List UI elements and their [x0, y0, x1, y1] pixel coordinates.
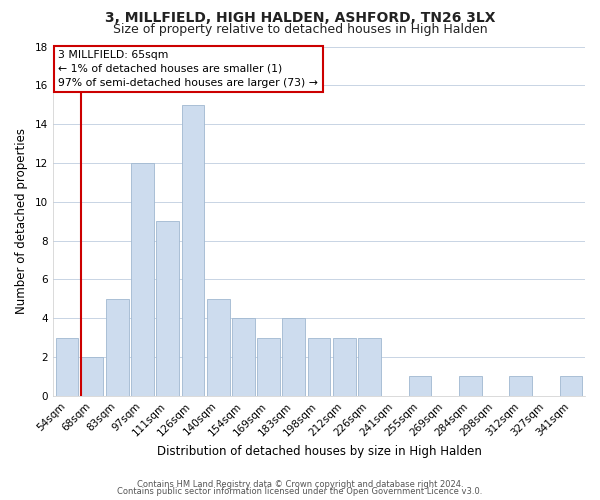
Bar	[257, 338, 280, 396]
Bar	[409, 376, 431, 396]
Text: Contains public sector information licensed under the Open Government Licence v3: Contains public sector information licen…	[118, 487, 482, 496]
X-axis label: Distribution of detached houses by size in High Halden: Distribution of detached houses by size …	[157, 444, 481, 458]
Y-axis label: Number of detached properties: Number of detached properties	[15, 128, 28, 314]
Bar	[358, 338, 381, 396]
Bar	[333, 338, 356, 396]
Bar	[560, 376, 583, 396]
Bar	[283, 318, 305, 396]
Text: Contains HM Land Registry data © Crown copyright and database right 2024.: Contains HM Land Registry data © Crown c…	[137, 480, 463, 489]
Text: 3, MILLFIELD, HIGH HALDEN, ASHFORD, TN26 3LX: 3, MILLFIELD, HIGH HALDEN, ASHFORD, TN26…	[105, 11, 495, 25]
Bar	[131, 163, 154, 396]
Bar	[81, 357, 103, 396]
Bar	[459, 376, 482, 396]
Bar	[157, 221, 179, 396]
Text: Size of property relative to detached houses in High Halden: Size of property relative to detached ho…	[113, 22, 487, 36]
Bar	[232, 318, 255, 396]
Bar	[207, 299, 230, 396]
Bar	[182, 104, 205, 396]
Bar	[509, 376, 532, 396]
Bar	[308, 338, 331, 396]
Text: 3 MILLFIELD: 65sqm
← 1% of detached houses are smaller (1)
97% of semi-detached : 3 MILLFIELD: 65sqm ← 1% of detached hous…	[58, 50, 318, 88]
Bar	[56, 338, 78, 396]
Bar	[106, 299, 128, 396]
